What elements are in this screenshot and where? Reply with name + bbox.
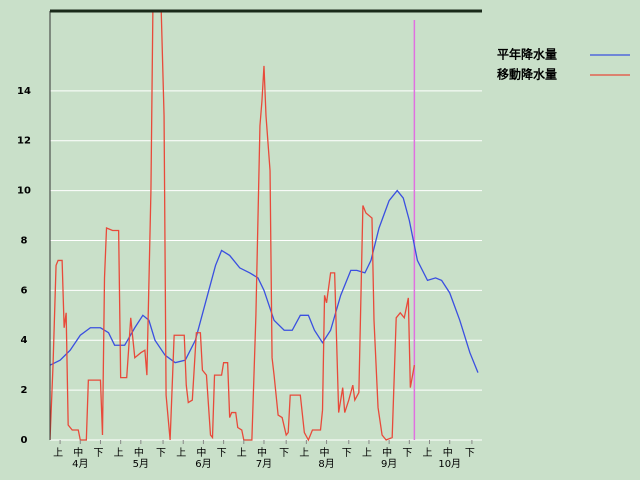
- y-tick-label: 4: [21, 335, 28, 346]
- x-tick-label: 下: [465, 448, 475, 459]
- legend-label: 平年降水量: [497, 47, 557, 62]
- x-tick-label: 上: [53, 447, 63, 459]
- x-tick-label: 下: [342, 448, 352, 459]
- month-label: 6月: [195, 458, 211, 470]
- x-tick-label: 中: [320, 446, 330, 459]
- grid: [50, 90, 482, 441]
- month-label: 7月: [256, 458, 272, 470]
- y-tick-label: 6: [21, 285, 28, 296]
- plot: [50, 11, 479, 442]
- x-tick-label: 上: [176, 447, 186, 459]
- month-label: 4月: [72, 458, 88, 470]
- x-tick-label: 下: [93, 448, 103, 459]
- x-tick-label: 中: [382, 446, 392, 459]
- x-tick-label: 下: [156, 448, 166, 459]
- x-tick-label: 上: [423, 447, 433, 459]
- y-tick-label: 12: [17, 136, 31, 147]
- series-line: [50, 11, 416, 442]
- x-tick-label: 上: [237, 447, 247, 459]
- labels: 02468101214上中下上中下上中下上中下上中下上中下上中下4月 5月 6月 7月…: [17, 9, 630, 470]
- y-tick-label: 14: [17, 86, 31, 97]
- legend-label: 移動降水量: [497, 67, 557, 82]
- y-tick-label: 2: [21, 385, 28, 396]
- y-tick-label: 0: [21, 435, 28, 446]
- x-tick-label: 中: [443, 446, 453, 459]
- x-tick-label: 上: [362, 447, 372, 459]
- x-tick-label: 中: [196, 446, 206, 459]
- month-label: 9月: [381, 458, 397, 470]
- x-tick-label: 下: [402, 448, 412, 459]
- x-tick-label: 下: [217, 448, 227, 459]
- x-tick-label: 下: [279, 448, 289, 459]
- x-tick-label: 上: [299, 447, 309, 459]
- x-tick-label: 中: [73, 446, 83, 459]
- x-tick-label: 中: [134, 446, 144, 459]
- x-tick-label: 上: [114, 447, 124, 459]
- month-label: 8月: [318, 458, 334, 470]
- month-label: 10月: [438, 458, 461, 470]
- series-line: [50, 189, 479, 373]
- x-tick-label: 中: [257, 446, 267, 459]
- y-tick-label: 8: [21, 235, 28, 246]
- month-label: 5月: [133, 458, 149, 470]
- y-tick-label: 10: [17, 186, 31, 197]
